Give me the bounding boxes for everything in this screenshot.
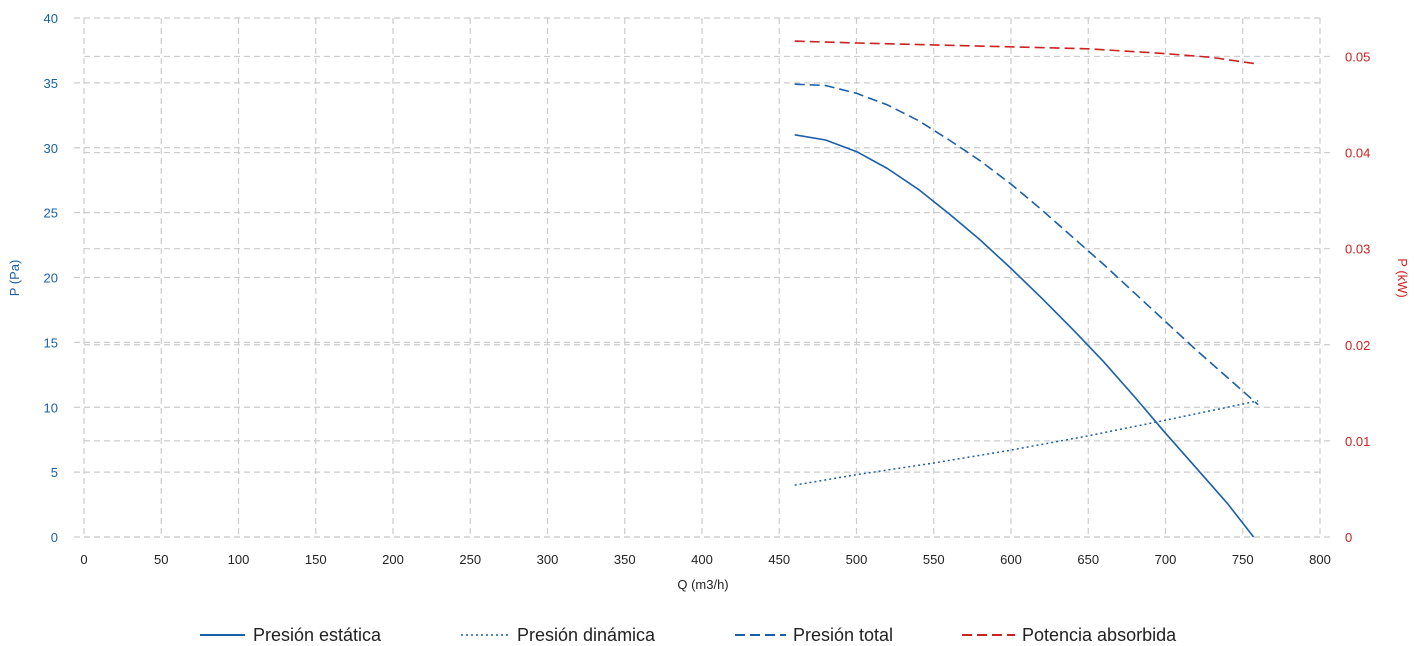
x-tick-label: 50 — [154, 552, 168, 567]
x-tick-label: 250 — [459, 552, 481, 567]
x-tick-label: 700 — [1155, 552, 1177, 567]
legend-item-potencia-absorbida: Potencia absorbida — [962, 625, 1177, 645]
x-tick-label: 350 — [614, 552, 636, 567]
x-tick-label: 100 — [228, 552, 250, 567]
y2-tick-label: 0.01 — [1345, 434, 1370, 449]
x-tick-label: 400 — [691, 552, 713, 567]
legend-label: Potencia absorbida — [1022, 625, 1177, 645]
legend-label: Presión total — [793, 625, 893, 645]
y2-tick-label: 0.05 — [1345, 49, 1370, 64]
y-tick-label: 5 — [51, 465, 58, 480]
x-tick-label: 450 — [768, 552, 790, 567]
y2-tick-label: 0.03 — [1345, 242, 1370, 257]
series-line-potencia-absorbida — [795, 41, 1258, 64]
x-tick-label: 0 — [80, 552, 87, 567]
x-tick-label: 550 — [923, 552, 945, 567]
x-tick-label: 300 — [537, 552, 559, 567]
y-tick-label: 40 — [44, 11, 58, 26]
legend-item-presion-dinamica: Presión dinámica — [461, 625, 656, 645]
y-tick-label: 0 — [51, 530, 58, 545]
series-line-presion-total — [795, 84, 1258, 405]
legend-label: Presión dinámica — [517, 625, 656, 645]
x-tick-label: 200 — [382, 552, 404, 567]
tick-labels: 0 50 100 150 200 250 300 350 400 450 500 550 600 650 7… — [44, 11, 1371, 567]
y-tick-label: 30 — [44, 141, 58, 156]
x-tick-label: 650 — [1077, 552, 1099, 567]
y-tick-label: 35 — [44, 76, 58, 91]
x-tick-label: 150 — [305, 552, 327, 567]
grid — [74, 18, 1330, 537]
x-tick-label: 750 — [1232, 552, 1254, 567]
legend-item-presion-estatica: Presión estática — [200, 625, 382, 645]
y-axis-title: P (Pa) — [7, 260, 22, 297]
legend-item-presion-total: Presión total — [735, 625, 893, 645]
y-tick-label: 25 — [44, 206, 58, 221]
x-axis-title: Q (m3/h) — [677, 577, 728, 592]
series-lines — [795, 41, 1258, 537]
legend: Presión estática Presión dinámica Presió… — [200, 625, 1177, 645]
y2-tick-label: 0.02 — [1345, 338, 1370, 353]
y-tick-label: 20 — [44, 271, 58, 286]
y2-tick-label: 0 — [1345, 530, 1352, 545]
y2-axis-title: P (kW) — [1395, 258, 1410, 297]
x-tick-label: 500 — [846, 552, 868, 567]
x-tick-label: 800 — [1309, 552, 1331, 567]
y-tick-label: 10 — [44, 400, 58, 415]
y2-tick-label: 0.04 — [1345, 146, 1370, 161]
x-tick-label: 600 — [1000, 552, 1022, 567]
legend-label: Presión estática — [253, 625, 382, 645]
y-tick-label: 15 — [44, 335, 58, 350]
